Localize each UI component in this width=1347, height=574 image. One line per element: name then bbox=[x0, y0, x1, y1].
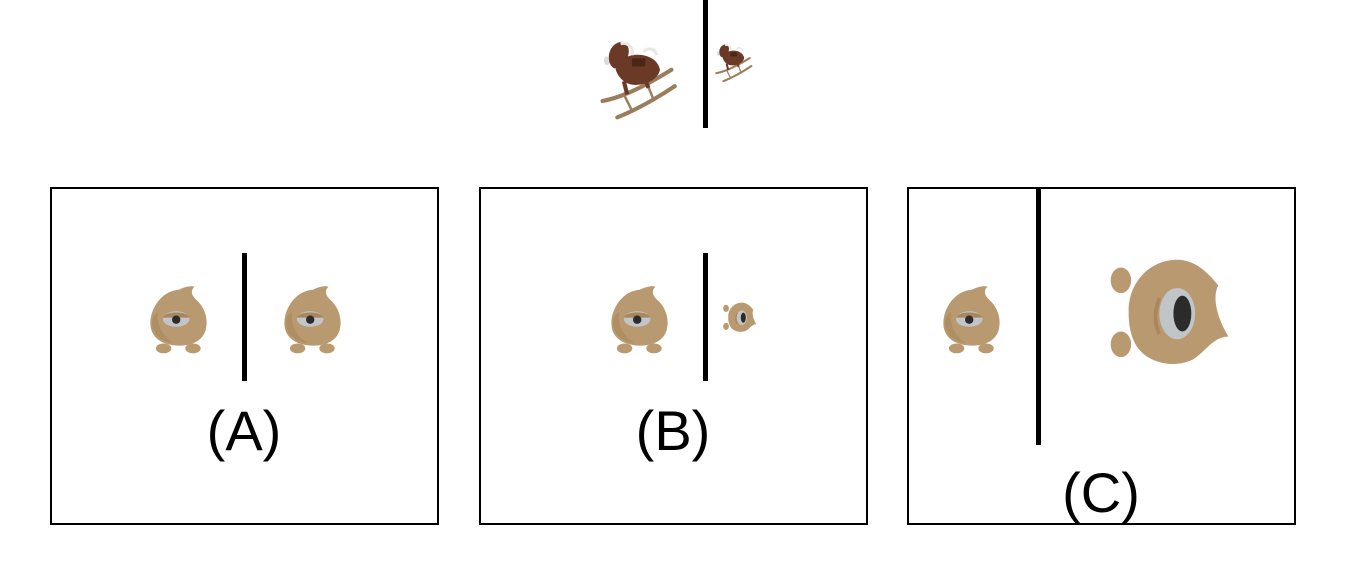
option-c-right-object bbox=[1085, 247, 1249, 375]
option-b-right-object bbox=[719, 299, 759, 335]
round-creature-icon bbox=[937, 279, 1007, 359]
option-a-left-object bbox=[144, 279, 214, 359]
reference-divider-line bbox=[703, 0, 708, 128]
option-panel-c[interactable]: (C) bbox=[907, 187, 1296, 525]
option-b-label: (B) bbox=[635, 399, 711, 462]
option-a-divider-line bbox=[242, 253, 247, 381]
option-b-left-object bbox=[605, 279, 675, 359]
rocking-horse-icon bbox=[596, 36, 678, 120]
option-c-divider-line bbox=[1036, 189, 1041, 445]
round-creature-icon bbox=[719, 299, 759, 335]
reference-right-object bbox=[712, 42, 754, 82]
option-c-left-object bbox=[937, 279, 1007, 359]
option-panel-b[interactable]: (B) bbox=[479, 187, 868, 525]
option-b-divider-line bbox=[703, 253, 708, 381]
round-creature-icon bbox=[144, 279, 214, 359]
reference-left-object bbox=[596, 36, 678, 120]
option-a-label: (A) bbox=[206, 399, 282, 462]
option-c-label: (C) bbox=[1062, 461, 1140, 524]
option-panel-a[interactable]: (A) bbox=[50, 187, 439, 525]
rocking-horse-icon bbox=[712, 42, 754, 82]
round-creature-icon bbox=[1085, 247, 1249, 375]
round-creature-icon bbox=[278, 279, 348, 359]
option-a-right-object bbox=[278, 279, 348, 359]
round-creature-icon bbox=[605, 279, 675, 359]
